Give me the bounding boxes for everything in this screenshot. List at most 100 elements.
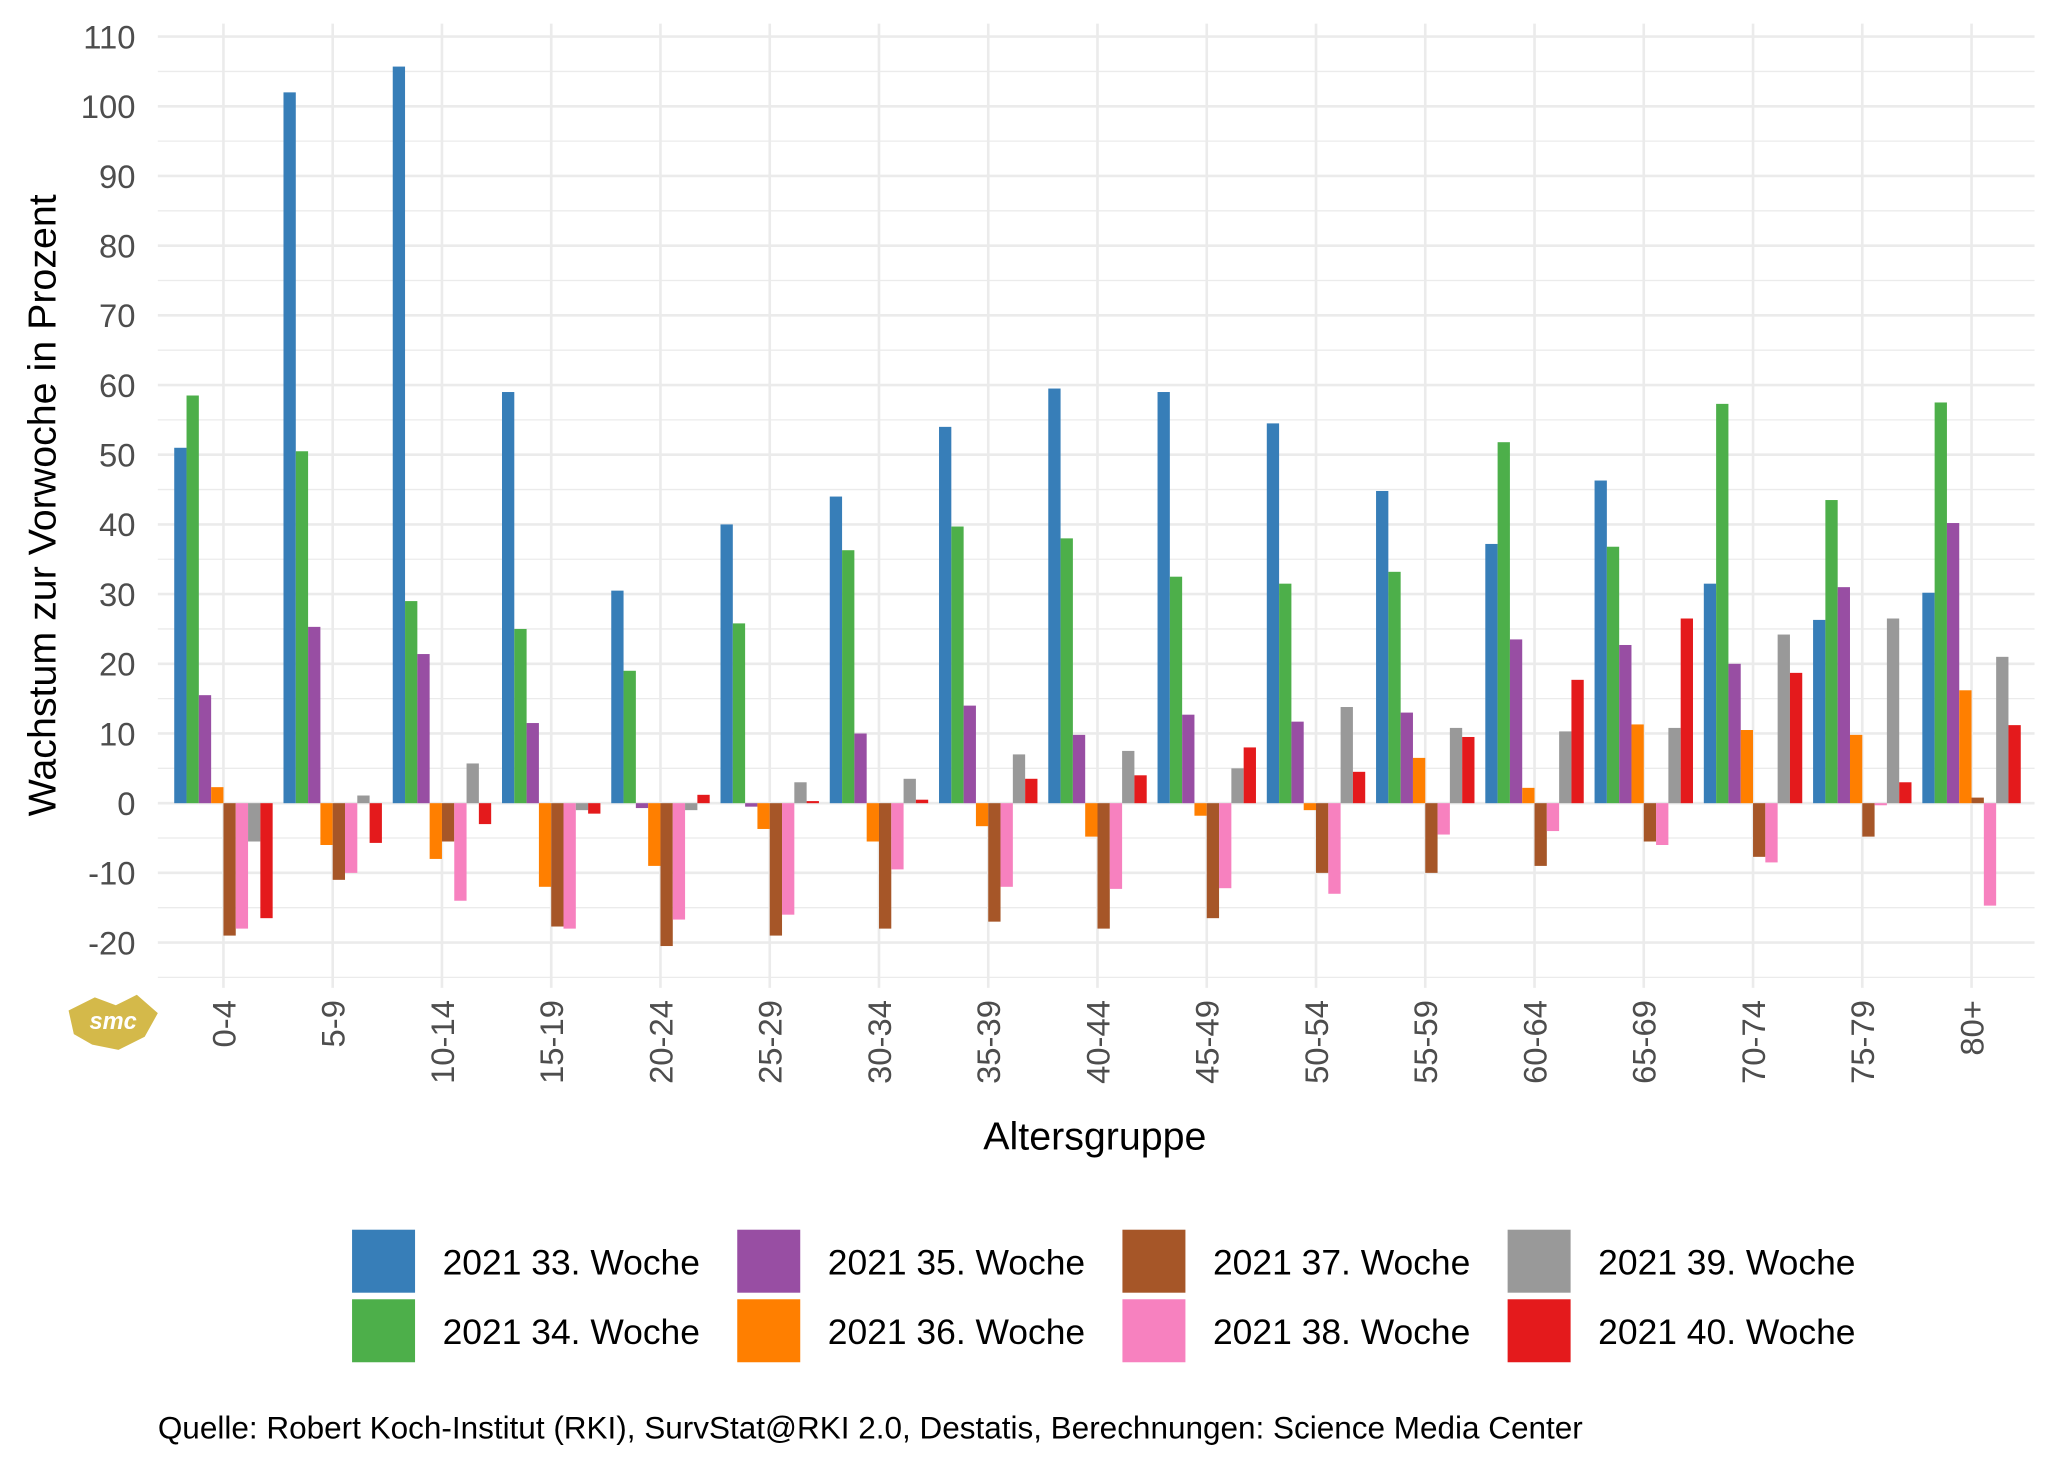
bar-10-14-series-5 bbox=[454, 803, 467, 901]
legend-swatch bbox=[352, 1299, 416, 1363]
bar-15-19-series-6 bbox=[575, 803, 589, 811]
bar-80+-series-3 bbox=[1959, 690, 1972, 804]
legend-swatch bbox=[737, 1299, 801, 1363]
bar-35-39-series-7 bbox=[1025, 778, 1038, 804]
bar-60-64-series-0 bbox=[1485, 543, 1498, 804]
bar-55-59-series-1 bbox=[1388, 571, 1401, 804]
bar-10-14-series-4 bbox=[441, 803, 455, 842]
bar-25-29-series-7 bbox=[806, 801, 819, 804]
bar-45-49-series-7 bbox=[1243, 747, 1256, 804]
bar-75-79-series-5 bbox=[1874, 803, 1887, 806]
x-tick-label: 30-34 bbox=[861, 1000, 898, 1084]
legend-item: 2021 40. Woche bbox=[1507, 1299, 1855, 1363]
bar-50-54-series-2 bbox=[1291, 721, 1304, 804]
bar-20-24-series-4 bbox=[660, 803, 673, 947]
legend-label: 2021 35. Woche bbox=[828, 1242, 1085, 1282]
y-tick-label: 50 bbox=[99, 437, 135, 474]
bar-65-69-series-5 bbox=[1656, 803, 1669, 845]
bar-20-24-series-3 bbox=[648, 803, 661, 866]
legend-label: 2021 34. Woche bbox=[443, 1312, 700, 1352]
bar-45-49-series-0 bbox=[1157, 392, 1170, 804]
y-tick-label: 70 bbox=[99, 297, 135, 334]
y-tick-label: 30 bbox=[99, 576, 135, 613]
bar-0-4-series-1 bbox=[186, 395, 199, 804]
bar-30-34-series-2 bbox=[854, 733, 867, 804]
legend-label: 2021 36. Woche bbox=[828, 1312, 1085, 1352]
y-tick-label: -20 bbox=[88, 924, 135, 961]
bar-55-59-series-0 bbox=[1376, 490, 1389, 804]
bar-75-79-series-3 bbox=[1849, 734, 1863, 804]
bar-10-14-series-3 bbox=[429, 803, 442, 859]
bar-30-34-series-0 bbox=[829, 496, 843, 804]
bar-15-19-series-5 bbox=[563, 803, 576, 929]
bar-0-4-series-0 bbox=[174, 447, 187, 804]
bar-5-9-series-6 bbox=[357, 795, 370, 804]
bar-50-54-series-6 bbox=[1340, 707, 1353, 804]
bar-60-64-series-3 bbox=[1522, 787, 1535, 804]
bar-35-39-series-4 bbox=[988, 803, 1001, 922]
bar-65-69-series-7 bbox=[1680, 618, 1693, 804]
legend-swatch bbox=[737, 1229, 801, 1293]
bar-40-44-series-0 bbox=[1048, 388, 1061, 804]
bar-15-19-series-2 bbox=[526, 723, 539, 804]
bar-5-9-series-1 bbox=[295, 451, 309, 804]
bar-60-64-series-6 bbox=[1559, 731, 1572, 804]
bar-55-59-series-6 bbox=[1449, 727, 1463, 804]
x-tick-label: 35-39 bbox=[970, 1000, 1007, 1084]
bar-20-24-series-6 bbox=[685, 803, 698, 811]
bar-15-19-series-3 bbox=[538, 803, 552, 887]
x-tick-label: 10-14 bbox=[424, 1000, 461, 1084]
bar-70-74-series-4 bbox=[1753, 803, 1766, 857]
bar-55-59-series-4 bbox=[1425, 803, 1438, 873]
bar-80+-series-0 bbox=[1922, 592, 1935, 804]
bar-50-54-series-5 bbox=[1328, 803, 1341, 894]
x-axis-title: Altersgruppe bbox=[983, 1115, 1206, 1159]
bar-60-64-series-1 bbox=[1497, 442, 1510, 804]
bar-35-39-series-1 bbox=[951, 526, 964, 804]
bar-65-69-series-0 bbox=[1594, 480, 1607, 804]
bar-20-24-series-5 bbox=[672, 803, 686, 920]
bar-15-19-series-7 bbox=[588, 803, 601, 814]
bar-65-69-series-3 bbox=[1631, 724, 1644, 804]
legend-swatch bbox=[1122, 1299, 1186, 1363]
bar-20-24-series-1 bbox=[623, 670, 636, 804]
legend-label: 2021 38. Woche bbox=[1213, 1312, 1470, 1352]
bar-5-9-series-7 bbox=[369, 803, 382, 843]
bar-70-74-series-6 bbox=[1777, 634, 1790, 804]
legend-label: 2021 39. Woche bbox=[1598, 1242, 1855, 1282]
bar-70-74-series-0 bbox=[1703, 583, 1717, 804]
legend-label: 2021 40. Woche bbox=[1598, 1312, 1855, 1352]
bar-75-79-series-1 bbox=[1825, 500, 1838, 804]
bar-5-9-series-2 bbox=[308, 626, 321, 804]
x-axis-ticks: 0-4 5-9 10-14 15-19 20-24 25-29 30-34 35-39 40-4… bbox=[205, 1000, 1990, 1084]
y-tick-label: 10 bbox=[99, 715, 135, 752]
bar-45-49-series-3 bbox=[1194, 803, 1207, 816]
bar-50-54-series-1 bbox=[1279, 583, 1292, 804]
x-tick-label: 20-24 bbox=[642, 1000, 679, 1084]
bar-75-79-series-6 bbox=[1886, 618, 1900, 804]
bar-80+-series-7 bbox=[2008, 725, 2021, 804]
bar-55-59-series-2 bbox=[1400, 712, 1413, 804]
legend-swatch bbox=[1507, 1229, 1571, 1293]
bar-25-29-series-4 bbox=[769, 803, 783, 936]
bar-20-24-series-7 bbox=[697, 794, 710, 804]
bar-45-49-series-2 bbox=[1182, 714, 1195, 804]
legend-swatch bbox=[352, 1229, 416, 1293]
bar-10-14-series-6 bbox=[466, 763, 479, 804]
bar-60-64-series-4 bbox=[1534, 803, 1547, 866]
bar-25-29-series-2 bbox=[745, 803, 758, 807]
x-tick-label: 70-74 bbox=[1735, 1000, 1772, 1084]
legend-label: 2021 37. Woche bbox=[1213, 1242, 1470, 1282]
bar-65-69-series-6 bbox=[1668, 727, 1681, 804]
y-axis-ticks: -20 -10 0 10 20 30 40 50 60 70 80 90 100 110 bbox=[81, 18, 136, 961]
bar-25-29-series-0 bbox=[720, 524, 733, 804]
bar-45-49-series-5 bbox=[1219, 803, 1232, 889]
bar-60-64-series-7 bbox=[1571, 679, 1584, 804]
legend-item: 2021 33. Woche bbox=[352, 1229, 700, 1293]
bar-20-24-series-0 bbox=[611, 590, 624, 804]
x-tick-label: 55-59 bbox=[1407, 1000, 1444, 1084]
bar-0-4-series-4 bbox=[223, 803, 236, 936]
bar-10-14-series-7 bbox=[478, 803, 492, 825]
bar-65-69-series-1 bbox=[1606, 546, 1620, 804]
bar-35-39-series-0 bbox=[939, 426, 952, 804]
